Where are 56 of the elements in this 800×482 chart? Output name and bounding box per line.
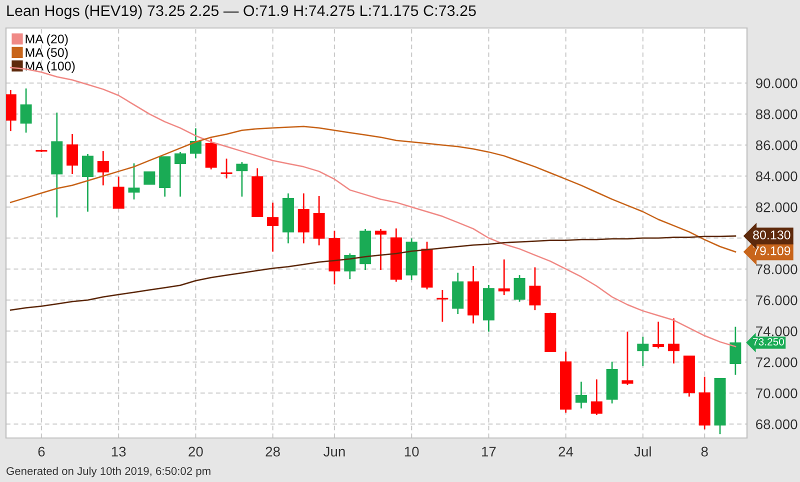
candlestick	[97, 150, 109, 186]
candlestick	[112, 176, 124, 210]
candlestick	[652, 321, 664, 350]
data-label: 80.130	[753, 230, 790, 240]
legend-label: MA (20)	[26, 34, 68, 46]
candlestick	[144, 171, 156, 185]
y-tick-label: 88.000	[756, 109, 798, 120]
y-tick-label: 72.000	[756, 357, 798, 368]
candlestick	[128, 162, 140, 200]
x-tick-label: 6	[38, 446, 45, 457]
candlestick	[298, 192, 310, 244]
legend-label: MA (100)	[26, 61, 75, 73]
candlestick	[514, 274, 526, 302]
x-tick-label: 13	[112, 446, 126, 457]
y-tick-label: 68.000	[756, 419, 798, 430]
x-tick-label: 24	[558, 446, 574, 456]
candlestick	[236, 161, 248, 198]
candlestick	[529, 266, 541, 311]
y-tick-label: 90.000	[756, 78, 798, 88]
data-label: 79.109	[753, 246, 790, 256]
x-tick-label: Jun	[324, 446, 345, 457]
y-tick-label: 76.000	[756, 295, 798, 306]
candlestick	[174, 151, 186, 198]
y-tick-label: 70.000	[756, 388, 798, 398]
candlestick	[637, 336, 649, 367]
candlestick	[622, 330, 634, 386]
x-tick-label: 17	[482, 446, 496, 456]
candlestick	[374, 228, 386, 271]
line-series	[10, 235, 736, 311]
text: Generated on July 10th 2019, 6:50:02 pm	[6, 466, 210, 478]
candlestick	[220, 158, 232, 180]
x-tick-label: 28	[266, 446, 280, 457]
candlestick	[267, 202, 279, 252]
candlestick	[590, 378, 602, 416]
x-tick-label: 8	[701, 446, 708, 457]
candlestick	[730, 326, 742, 376]
y-tick-label: 82.000	[756, 202, 798, 212]
candlestick	[66, 133, 78, 175]
candlestick	[668, 318, 680, 364]
x-tick-label: Jul	[634, 446, 651, 457]
candlestick	[82, 153, 94, 212]
y-tick-label: 86.000	[756, 140, 798, 150]
y-tick-label: 74.000	[756, 326, 798, 336]
legend-label: MA (50)	[26, 48, 68, 60]
candlestick	[498, 258, 510, 296]
chart-title: Lean Hogs (HEV19) 73.25 2.25 — O:71.9 H:74.275 L:71.175 C:73.25	[7, 4, 476, 20]
text: 73.250	[753, 338, 784, 346]
y-tick-label: 84.000	[756, 171, 798, 182]
candlestick	[575, 381, 587, 410]
y-tick-label: 78.000	[756, 264, 798, 274]
candlestick	[436, 289, 448, 322]
x-tick-label: 10	[404, 446, 419, 457]
candlestick	[344, 252, 356, 280]
x-tick-label: 20	[188, 446, 203, 457]
candlestick	[20, 88, 32, 134]
line-series	[10, 126, 736, 253]
